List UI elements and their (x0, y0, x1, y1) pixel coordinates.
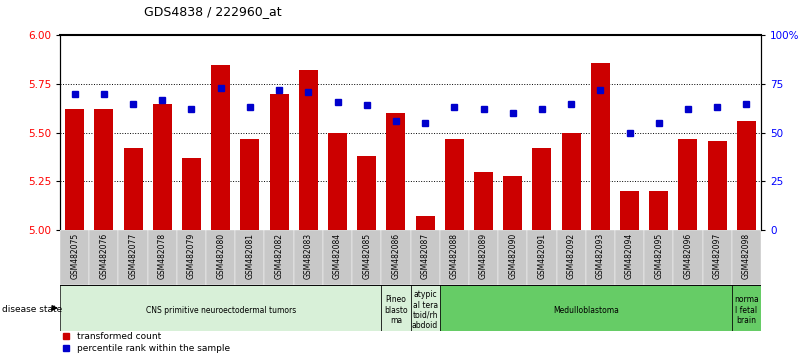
Text: percentile rank within the sample: percentile rank within the sample (77, 343, 230, 353)
Text: Pineo
blasto
ma: Pineo blasto ma (384, 295, 408, 325)
Text: GSM482094: GSM482094 (625, 233, 634, 279)
Text: GSM482088: GSM482088 (450, 233, 459, 279)
Text: GSM482084: GSM482084 (333, 233, 342, 279)
Text: GSM482097: GSM482097 (713, 233, 722, 279)
Text: transformed count: transformed count (77, 332, 161, 341)
Text: CNS primitive neuroectodermal tumors: CNS primitive neuroectodermal tumors (146, 306, 296, 315)
Text: GSM482091: GSM482091 (537, 233, 546, 279)
Bar (410, 285, 440, 331)
Bar (707, 141, 727, 230)
Bar (527, 230, 557, 285)
Text: GSM482089: GSM482089 (479, 233, 488, 279)
Text: GSM482087: GSM482087 (421, 233, 429, 279)
Text: GSM482085: GSM482085 (362, 233, 371, 279)
Text: GSM482079: GSM482079 (187, 233, 196, 279)
Bar (737, 121, 756, 230)
Text: Medulloblastoma: Medulloblastoma (553, 306, 618, 315)
Bar (65, 109, 84, 230)
Bar (586, 230, 615, 285)
Bar (533, 148, 551, 230)
Bar (270, 94, 288, 230)
Bar (410, 230, 440, 285)
Bar (123, 148, 143, 230)
Bar (264, 230, 294, 285)
Text: GDS4838 / 222960_at: GDS4838 / 222960_at (144, 5, 282, 18)
Text: GSM482076: GSM482076 (99, 233, 108, 279)
Bar (60, 285, 381, 331)
Bar (650, 191, 668, 230)
Bar (591, 63, 610, 230)
Bar (352, 230, 381, 285)
Bar (440, 285, 732, 331)
Bar (294, 230, 323, 285)
Bar (89, 230, 119, 285)
Bar (328, 133, 347, 230)
Bar (469, 230, 498, 285)
Bar (445, 139, 464, 230)
Text: GSM482095: GSM482095 (654, 233, 663, 279)
Text: GSM482096: GSM482096 (683, 233, 692, 279)
Text: GSM482081: GSM482081 (245, 233, 255, 279)
Bar (498, 230, 527, 285)
Text: GSM482080: GSM482080 (216, 233, 225, 279)
Bar (119, 230, 147, 285)
Text: norma
l fetal
brain: norma l fetal brain (734, 295, 759, 325)
Bar (386, 113, 405, 230)
Text: GSM482083: GSM482083 (304, 233, 313, 279)
Text: GSM482082: GSM482082 (275, 233, 284, 279)
Bar (95, 109, 114, 230)
Text: atypic
al tera
toid/rh
abdoid: atypic al tera toid/rh abdoid (412, 290, 438, 330)
Bar (702, 230, 732, 285)
Bar (416, 216, 435, 230)
Text: GSM482078: GSM482078 (158, 233, 167, 279)
Bar (177, 230, 206, 285)
Bar (474, 172, 493, 230)
Bar (206, 230, 235, 285)
Bar (323, 230, 352, 285)
Bar (381, 230, 410, 285)
Bar (153, 103, 171, 230)
Bar (299, 70, 318, 230)
Text: GSM482075: GSM482075 (70, 233, 79, 279)
Bar (147, 230, 177, 285)
Bar (440, 230, 469, 285)
Text: GSM482098: GSM482098 (742, 233, 751, 279)
Bar (557, 230, 586, 285)
Bar (674, 230, 702, 285)
Bar (732, 230, 761, 285)
Bar (620, 191, 639, 230)
Text: GSM482086: GSM482086 (392, 233, 400, 279)
Bar (240, 139, 260, 230)
Bar (615, 230, 644, 285)
Text: GSM482092: GSM482092 (566, 233, 576, 279)
Bar (562, 133, 581, 230)
Text: GSM482090: GSM482090 (508, 233, 517, 279)
Bar (60, 230, 89, 285)
Bar (357, 156, 376, 230)
Bar (503, 176, 522, 230)
Bar (381, 285, 410, 331)
Bar (644, 230, 674, 285)
Bar (732, 285, 761, 331)
Text: disease state: disease state (2, 305, 62, 314)
Bar (235, 230, 264, 285)
Text: GSM482093: GSM482093 (596, 233, 605, 279)
Bar (182, 158, 201, 230)
Bar (211, 65, 230, 230)
Bar (678, 139, 698, 230)
Text: GSM482077: GSM482077 (129, 233, 138, 279)
